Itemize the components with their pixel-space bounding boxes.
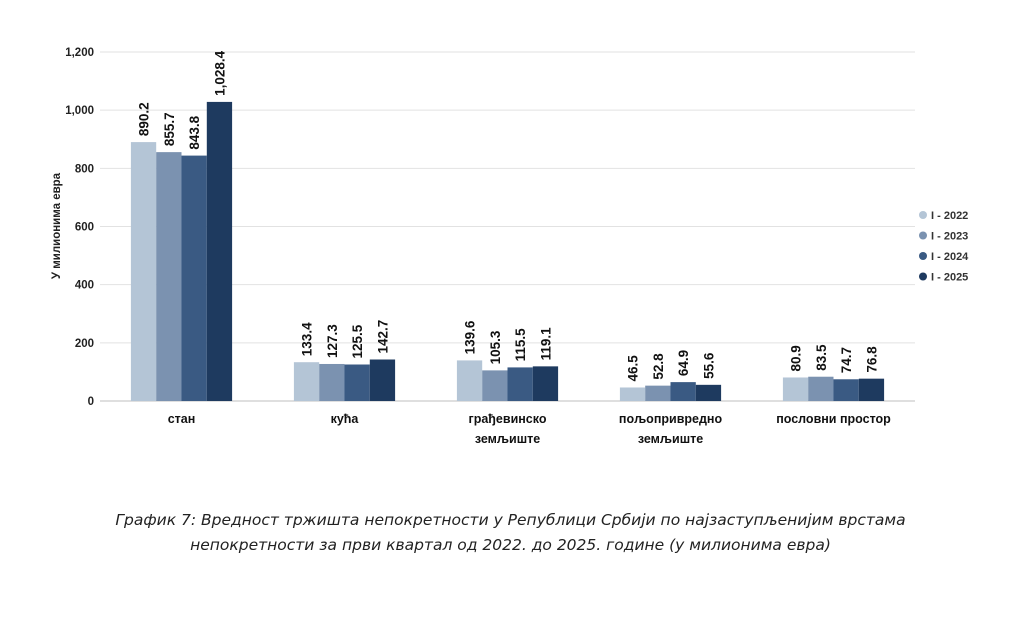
legend-label: I - 2022 (931, 210, 968, 222)
data-label: 83.5 (814, 344, 829, 371)
bar (858, 378, 885, 401)
data-label: 80.9 (789, 345, 804, 371)
bar (670, 382, 696, 401)
x-tick-label: грађевинско (469, 412, 547, 426)
bar (645, 385, 671, 401)
bar (833, 379, 859, 401)
y-tick-label: 200 (75, 338, 94, 350)
bar (319, 363, 345, 401)
x-tick-label: земљиште (475, 432, 540, 446)
caption-line-2: непокретности за први квартал од 2022. д… (190, 536, 831, 554)
bar (532, 366, 559, 401)
data-label: 133.4 (300, 322, 315, 356)
x-tick-label: кућа (331, 412, 360, 426)
bar (482, 370, 508, 401)
y-tick-label: 1,000 (65, 105, 94, 117)
data-label: 76.8 (864, 346, 879, 373)
legend-marker (919, 231, 927, 240)
bar (507, 367, 533, 401)
bars (130, 101, 885, 402)
y-tick-label: 1,200 (65, 47, 94, 59)
legend-marker (919, 252, 927, 260)
bar (695, 384, 722, 401)
bar (619, 387, 646, 401)
data-label: 1,028.4 (212, 50, 227, 96)
bar (206, 101, 233, 402)
figure-caption: График 7: Вредност тржишта непокретности… (40, 508, 981, 558)
bar (344, 364, 370, 401)
data-label: 46.5 (626, 355, 641, 382)
legend-label: I - 2024 (931, 251, 969, 263)
y-tick-label: 800 (75, 163, 94, 175)
data-label: 127.3 (325, 324, 340, 358)
data-label: 855.7 (162, 112, 177, 146)
x-tick-label: пољопривредно (619, 412, 723, 426)
y-axis-ticks: 0 200 400 600 800 1,000 1,200 (65, 47, 94, 408)
y-tick-label: 400 (75, 280, 94, 292)
legend-label: I - 2023 (931, 231, 968, 243)
bar (369, 359, 396, 401)
x-tick-label: земљиште (638, 432, 703, 446)
bar (293, 362, 320, 401)
legend-marker (919, 211, 927, 219)
bar (156, 152, 182, 401)
data-label: 843.8 (187, 115, 202, 149)
caption-line-1: График 7: Вредност тржишта непокретности… (115, 511, 906, 529)
data-label: 64.9 (676, 350, 691, 376)
x-tick-label: пословни простор (776, 412, 891, 426)
y-axis-label: У милионима евра (51, 172, 63, 279)
data-label: 105.3 (488, 330, 503, 364)
grid-lines (100, 51, 915, 402)
data-label: 125.5 (350, 324, 365, 358)
data-label: 139.6 (463, 320, 478, 354)
y-tick-label: 600 (75, 222, 94, 234)
data-label: 115.5 (513, 328, 528, 362)
data-label: 890.2 (137, 102, 152, 136)
x-tick-label: стан (168, 412, 196, 426)
value-labels: 890.2 855.7 843.8 1,028.4 133.4 127.3 125.5 142… (137, 50, 880, 381)
data-label: 119.1 (538, 327, 553, 361)
x-axis-ticks: стан кућа грађевинско земљиште пољопривредно… (168, 412, 891, 446)
bar (808, 376, 834, 401)
legend-label: I - 2025 (931, 272, 968, 284)
bar (181, 155, 207, 401)
data-label: 142.7 (375, 320, 390, 354)
bar-chart: 0 200 400 600 800 1,000 1,200 У милионима евра… (51, 47, 969, 446)
y-tick-label: 0 (88, 396, 94, 408)
data-label: 52.8 (651, 353, 666, 380)
data-label: 74.7 (839, 347, 854, 373)
data-label: 55.6 (701, 352, 716, 379)
bar (456, 360, 483, 401)
bar (782, 377, 809, 401)
legend: I - 2022 I - 2023 I - 2024 I - 2025 (919, 210, 969, 284)
bar (130, 142, 157, 402)
legend-marker (919, 272, 927, 281)
